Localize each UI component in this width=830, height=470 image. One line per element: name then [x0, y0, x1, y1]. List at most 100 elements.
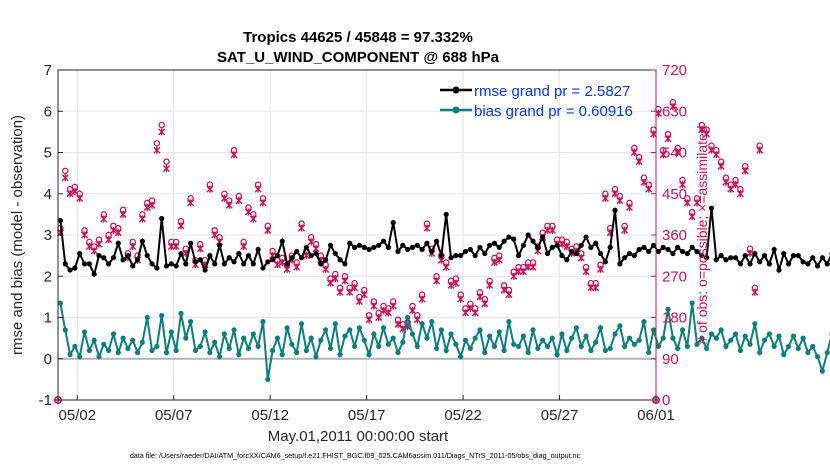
rmse-point: [245, 253, 252, 259]
rmse-point: [462, 248, 469, 255]
bias-point: [134, 349, 141, 356]
rmse-point: [347, 240, 353, 246]
bias-point: [414, 343, 420, 349]
obs-assimilated-point: [143, 204, 151, 211]
obs-assimilated-point: [351, 284, 359, 292]
left-tick-label: 1: [44, 310, 52, 327]
rmse-point: [708, 205, 715, 211]
bias-point: [188, 319, 194, 325]
bias-series: [57, 300, 830, 382]
rmse-point: [800, 259, 806, 265]
rmse-point: [86, 261, 92, 267]
bias-point: [260, 319, 266, 325]
bias-point: [226, 345, 232, 352]
bias-point: [718, 327, 724, 333]
obs-assimilated-point: [172, 242, 180, 250]
obs-assimilated-point: [322, 265, 330, 273]
obs-assimilated-point: [360, 291, 368, 299]
rmse-point: [675, 244, 681, 250]
rmse-point: [144, 253, 150, 259]
obs-assimilated-point: [230, 151, 238, 159]
bias-point: [732, 331, 739, 337]
bias-point: [154, 343, 160, 349]
rmse-point: [72, 265, 78, 271]
rmse-point: [718, 253, 724, 259]
rmse-point: [737, 261, 743, 267]
rmse-series: [57, 205, 830, 278]
rmse-point: [679, 248, 686, 255]
obs-assimilated-point: [481, 300, 489, 308]
obs-assimilated-point: [563, 242, 571, 250]
rmse-point: [732, 255, 739, 261]
bias-point: [684, 343, 690, 349]
rmse-point: [713, 257, 719, 263]
rmse-point: [289, 255, 295, 261]
bias-point: [429, 319, 435, 325]
rmse-point: [443, 211, 449, 217]
bias-point: [597, 325, 604, 331]
rmse-point: [236, 250, 242, 257]
rmse-point: [496, 244, 502, 250]
bias-point: [241, 335, 247, 341]
obs-assimilated-point: [61, 174, 69, 182]
obs-assimilated-point: [380, 307, 388, 315]
bias-point: [607, 345, 613, 352]
rmse-point: [771, 246, 777, 253]
rmse-point: [419, 246, 425, 253]
obs-assimilated-point: [177, 222, 185, 230]
bias-point: [569, 335, 575, 341]
rmse-point: [250, 261, 256, 267]
bias-point: [294, 349, 300, 356]
bias-point: [477, 327, 483, 333]
rmse-point: [270, 257, 276, 263]
bias-point: [173, 347, 179, 354]
rmse-point: [694, 248, 700, 255]
right-tick-label: 540: [662, 145, 687, 162]
bias-point: [72, 343, 78, 349]
legend-bias-marker: [452, 106, 460, 114]
rmse-point: [400, 242, 406, 248]
rmse-point: [91, 271, 97, 277]
bias-point: [824, 349, 830, 356]
bias-point: [573, 325, 580, 331]
rmse-point: [163, 263, 170, 269]
obs-assimilated-point: [669, 103, 677, 111]
rmse-point: [491, 240, 498, 246]
bias-point: [159, 312, 165, 319]
rmse-point: [549, 244, 555, 250]
bias-point: [303, 347, 309, 354]
rmse-point: [323, 257, 329, 263]
rmse-point: [607, 244, 613, 250]
bias-point: [588, 347, 594, 354]
rmse-point: [593, 240, 599, 246]
rmse-point: [742, 253, 748, 259]
bias-point: [433, 345, 440, 352]
obs-assimilated-point: [158, 128, 166, 136]
rmse-point: [588, 244, 594, 250]
bias-point: [183, 335, 189, 341]
bias-point: [289, 341, 295, 347]
rmse-point: [781, 250, 787, 257]
legend: rmse grand pr = 2.5827 bias grand pr = 0…: [440, 83, 633, 120]
bias-point: [380, 325, 387, 331]
bias-point: [612, 331, 618, 337]
bias-point: [62, 327, 68, 333]
rmse-point: [583, 234, 589, 240]
bias-point: [323, 327, 329, 333]
bias-point: [679, 327, 686, 333]
rmse-point: [511, 236, 517, 242]
rmse-point: [274, 253, 281, 259]
rmse-point: [149, 261, 155, 267]
obs-assimilated-point: [307, 238, 315, 246]
bias-point: [96, 354, 102, 360]
rmse-point: [308, 253, 314, 259]
bias-point: [371, 331, 377, 337]
rmse-point: [241, 261, 247, 267]
rmse-point: [366, 246, 372, 253]
chart-title-line2: SAT_U_WIND_COMPONENT @ 688 hPa: [217, 49, 500, 66]
bias-point: [279, 352, 285, 358]
rmse-point: [569, 248, 575, 255]
rmse-point: [704, 255, 710, 261]
bias-point: [178, 310, 184, 316]
rmse-point: [429, 248, 435, 255]
